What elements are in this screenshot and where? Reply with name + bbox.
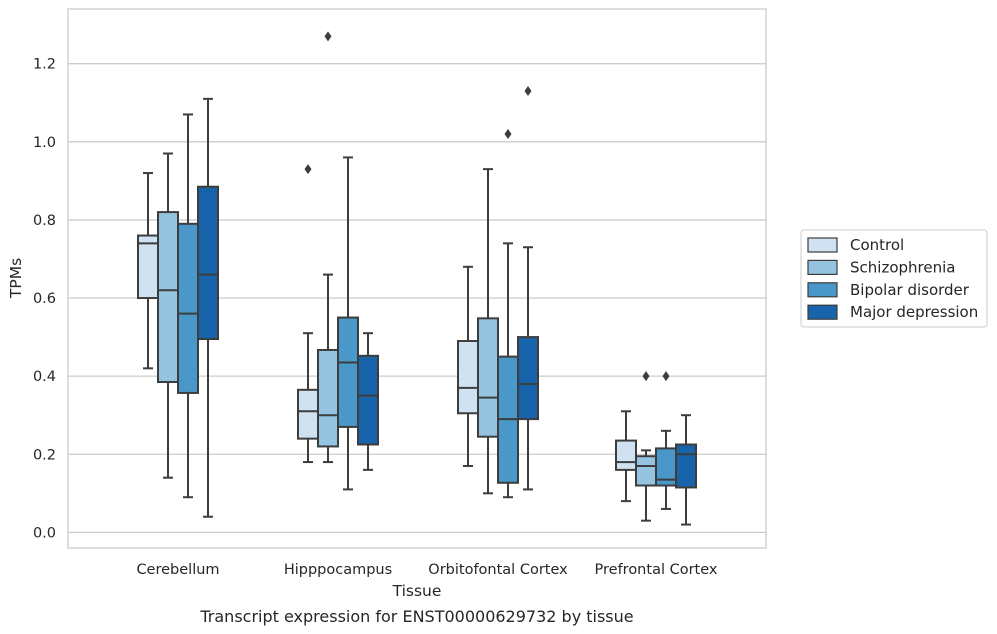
outlier-marker xyxy=(324,31,332,42)
outlier-marker xyxy=(662,371,670,382)
box xyxy=(197,185,219,341)
legend-swatch xyxy=(807,282,838,298)
y-tick-label: 0.8 xyxy=(33,213,56,229)
box-group xyxy=(357,332,379,471)
box xyxy=(357,354,379,446)
box-group xyxy=(497,128,519,499)
box xyxy=(177,222,199,394)
plot-frame xyxy=(67,8,767,549)
y-tick-label: 1.0 xyxy=(33,135,56,151)
box xyxy=(457,339,479,415)
box-group xyxy=(197,97,219,518)
box xyxy=(517,336,539,421)
x-tick-label: Prefrontal Cortex xyxy=(595,562,718,578)
y-tick-label: 0.4 xyxy=(33,369,56,385)
legend-swatch xyxy=(807,237,838,253)
x-axis-title: Tissue xyxy=(392,582,442,600)
box-series xyxy=(137,31,697,526)
box-group xyxy=(477,168,499,495)
box-group xyxy=(157,152,179,479)
box-group xyxy=(675,414,697,526)
outlier-marker xyxy=(504,128,512,139)
legend-label: Control xyxy=(850,236,904,254)
legend-swatch xyxy=(807,259,838,275)
box-group xyxy=(615,410,637,503)
legend-swatch xyxy=(807,304,838,320)
outlier-marker xyxy=(304,164,312,175)
y-axis-title: TPMs xyxy=(7,258,25,299)
y-tick-label: 0.6 xyxy=(33,291,56,307)
box xyxy=(337,316,359,428)
legend-label: Schizophrenia xyxy=(850,258,955,276)
box xyxy=(297,388,319,440)
box xyxy=(317,348,339,448)
box-group xyxy=(517,86,539,491)
x-tick-label: Orbitofontal Cortex xyxy=(428,562,568,578)
y-tick-label: 0.0 xyxy=(33,525,56,541)
legend-label: Major depression xyxy=(850,303,978,321)
box xyxy=(635,455,657,487)
legend-frame xyxy=(800,229,988,328)
x-tick-label: Hipppocampus xyxy=(284,562,392,578)
box-group xyxy=(337,156,359,491)
box xyxy=(157,211,179,384)
figure-caption: Transcript expression for ENST0000062973… xyxy=(199,607,633,626)
outlier-marker xyxy=(642,371,650,382)
box xyxy=(615,439,637,471)
y-tick-label: 1.2 xyxy=(33,57,56,73)
box-group xyxy=(457,265,479,467)
box-group xyxy=(635,371,657,522)
box xyxy=(477,317,499,438)
box-group xyxy=(317,31,339,464)
box xyxy=(675,443,697,489)
y-tick-labels: 0.0 0.2 0.4 0.6 0.8 1.0 1.2 xyxy=(33,57,56,542)
legend-label: Bipolar disorder xyxy=(850,281,970,299)
y-tick-label: 0.2 xyxy=(33,447,56,463)
box-group xyxy=(177,113,199,499)
box xyxy=(137,234,159,300)
x-tick-label: Cerebellum xyxy=(136,562,219,578)
legend: Control Schizophrenia Bipolar disorder Majo… xyxy=(800,229,988,328)
box-group xyxy=(137,172,159,370)
x-tick-labels: Cerebellum Hipppocampus Orbitofontal Corte… xyxy=(136,562,717,578)
outlier-marker xyxy=(524,86,532,97)
